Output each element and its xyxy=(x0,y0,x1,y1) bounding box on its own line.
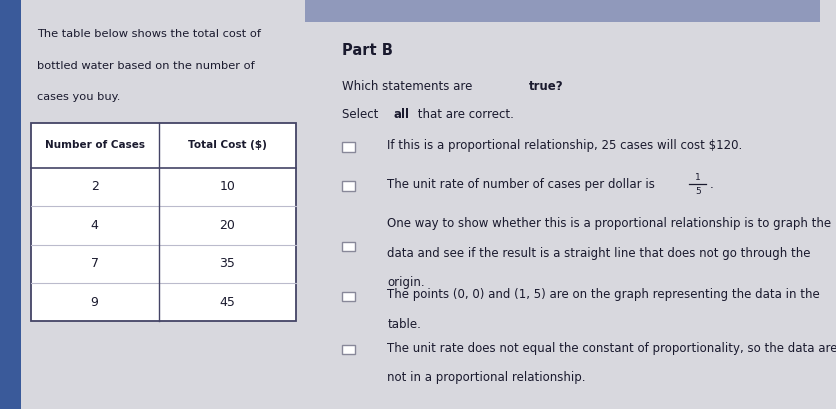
Text: Total Cost ($): Total Cost ($) xyxy=(188,140,267,150)
Text: 1: 1 xyxy=(695,173,701,182)
Bar xyxy=(30,123,296,321)
Text: data and see if the result is a straight line that does not go through the: data and see if the result is a straight… xyxy=(387,247,811,260)
Text: The unit rate does not equal the constant of proportionality, so the data are: The unit rate does not equal the constan… xyxy=(387,342,836,355)
Bar xyxy=(342,242,354,252)
Text: all: all xyxy=(393,108,410,121)
Text: 9: 9 xyxy=(90,296,99,309)
Text: The unit rate of number of cases per dollar is: The unit rate of number of cases per dol… xyxy=(387,178,659,191)
Text: Part B: Part B xyxy=(342,43,393,58)
Text: One way to show whether this is a proportional relationship is to graph the: One way to show whether this is a propor… xyxy=(387,217,832,230)
Text: The points (0, 0) and (1, 5) are on the graph representing the data in the: The points (0, 0) and (1, 5) are on the … xyxy=(387,288,820,301)
Text: If this is a proportional relationship, 25 cases will cost $120.: If this is a proportional relationship, … xyxy=(387,139,742,152)
Text: that are correct.: that are correct. xyxy=(415,108,514,121)
Text: Number of Cases: Number of Cases xyxy=(44,140,145,150)
Text: Select: Select xyxy=(342,108,382,121)
Bar xyxy=(342,345,354,355)
Text: 5: 5 xyxy=(695,187,701,196)
Bar xyxy=(342,181,354,191)
Text: 10: 10 xyxy=(219,180,235,193)
Text: origin.: origin. xyxy=(387,276,425,290)
Bar xyxy=(305,0,820,22)
Text: The table below shows the total cost of: The table below shows the total cost of xyxy=(37,29,261,38)
Bar xyxy=(0,0,22,409)
Text: 7: 7 xyxy=(90,257,99,270)
Text: 20: 20 xyxy=(219,219,235,232)
Text: not in a proportional relationship.: not in a proportional relationship. xyxy=(387,371,586,384)
Text: cases you buy.: cases you buy. xyxy=(37,92,120,102)
Text: table.: table. xyxy=(387,318,421,331)
Text: 45: 45 xyxy=(219,296,235,309)
Text: true?: true? xyxy=(529,80,563,93)
Text: 4: 4 xyxy=(90,219,99,232)
Text: 35: 35 xyxy=(219,257,235,270)
Text: .: . xyxy=(710,178,713,191)
Bar xyxy=(342,142,354,152)
Text: bottled water based on the number of: bottled water based on the number of xyxy=(37,61,254,70)
Text: Which statements are: Which statements are xyxy=(342,80,477,93)
Text: 2: 2 xyxy=(90,180,99,193)
Bar xyxy=(342,292,354,301)
